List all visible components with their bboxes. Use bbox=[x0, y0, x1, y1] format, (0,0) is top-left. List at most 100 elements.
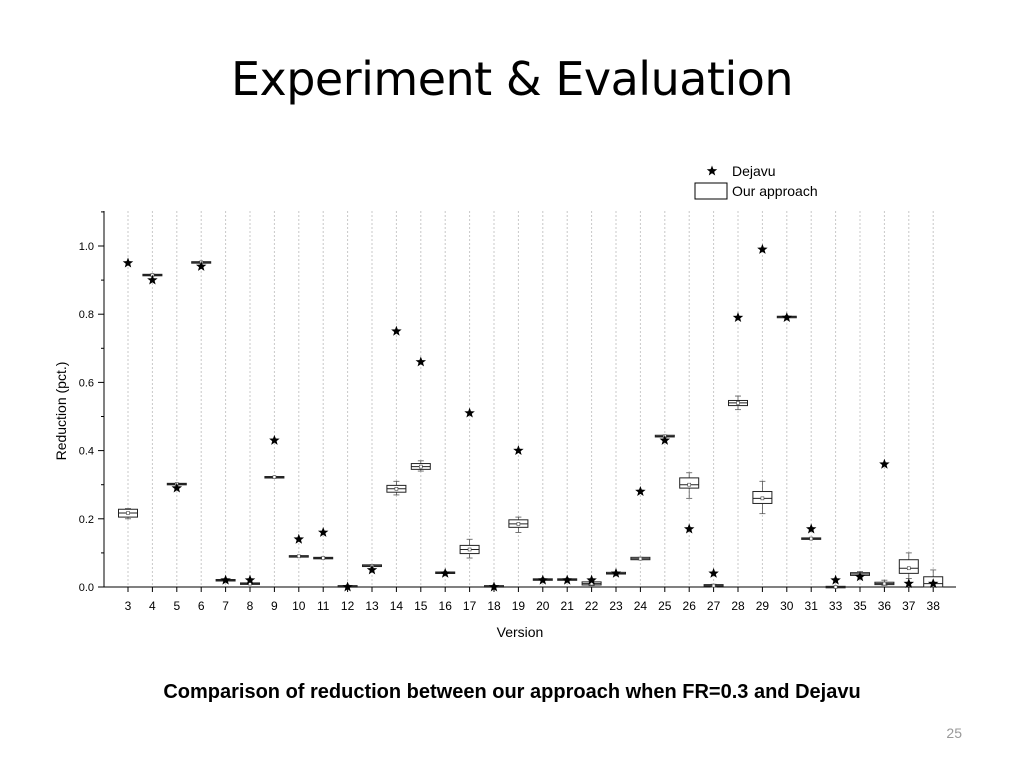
x-tick-label: 35 bbox=[853, 599, 867, 613]
x-tick-label: 21 bbox=[561, 599, 575, 613]
box-14 bbox=[386, 480, 407, 496]
x-tick-label: 22 bbox=[585, 599, 599, 613]
x-tick-label: 20 bbox=[536, 599, 550, 613]
box-mean bbox=[272, 475, 277, 479]
star-16 bbox=[439, 567, 451, 578]
x-tick-label: 33 bbox=[829, 599, 843, 613]
box-mean bbox=[394, 486, 399, 491]
box-mean bbox=[809, 536, 814, 541]
x-tick-label: 17 bbox=[463, 599, 477, 613]
star-35 bbox=[854, 571, 866, 582]
box-mean bbox=[833, 585, 838, 589]
x-tick-label: 19 bbox=[512, 599, 526, 613]
box-mean bbox=[467, 547, 472, 552]
star-18 bbox=[488, 581, 500, 592]
y-tick-label: 0.4 bbox=[79, 446, 94, 458]
box-3 bbox=[118, 508, 138, 520]
y-axis-title: Reduction (pct.) bbox=[53, 362, 69, 461]
star-9 bbox=[269, 434, 280, 445]
box-33 bbox=[825, 585, 846, 589]
x-tick-label: 27 bbox=[707, 599, 721, 613]
x-tick-label: 24 bbox=[634, 599, 648, 613]
star-12 bbox=[342, 581, 353, 592]
box-mean bbox=[687, 482, 692, 487]
x-tick-label: 4 bbox=[149, 599, 156, 613]
x-tick-label: 23 bbox=[609, 599, 623, 613]
box-28 bbox=[728, 395, 748, 411]
box-mean bbox=[760, 496, 765, 501]
star-27 bbox=[708, 567, 719, 578]
star-29 bbox=[757, 243, 768, 254]
x-tick-label: 15 bbox=[414, 599, 428, 613]
star-8 bbox=[244, 574, 256, 585]
box-36 bbox=[874, 579, 895, 586]
legend-star-marker bbox=[706, 165, 718, 176]
x-tick-label: 37 bbox=[902, 599, 916, 613]
x-tick-label: 28 bbox=[731, 599, 745, 613]
x-tick-label: 10 bbox=[292, 599, 306, 613]
reduction-chart: 0.0 0.2 0.4 0.6 0.8 1.0 3 4 5 6 7 8 9 10 11 12 13 14 15 16 1… bbox=[53, 163, 956, 640]
x-axis-title: Version bbox=[497, 624, 544, 640]
legend-label-dejavu: Dejavu bbox=[732, 163, 776, 179]
box-37 bbox=[898, 552, 919, 579]
x-tick-label: 13 bbox=[365, 599, 379, 613]
x-tick-label: 29 bbox=[756, 599, 770, 613]
star-11 bbox=[317, 526, 329, 537]
box-mean bbox=[418, 464, 423, 469]
star-30 bbox=[781, 312, 793, 323]
star-22 bbox=[586, 574, 597, 585]
box-27 bbox=[703, 583, 724, 588]
box-26 bbox=[679, 472, 700, 499]
legend-label-our-approach: Our approach bbox=[732, 183, 818, 199]
x-tick-label: 38 bbox=[927, 599, 941, 613]
box-9 bbox=[264, 475, 285, 479]
box-15 bbox=[410, 460, 431, 472]
chart-caption: Comparison of reduction between our appr… bbox=[163, 681, 861, 703]
box-24 bbox=[630, 556, 651, 561]
y-tick-label: 0.2 bbox=[79, 514, 94, 526]
y-tick-label: 1.0 bbox=[79, 241, 94, 253]
box-mean bbox=[516, 522, 521, 526]
box-mean bbox=[906, 566, 911, 571]
x-tick-label: 36 bbox=[878, 599, 892, 613]
star-13 bbox=[366, 564, 378, 575]
box-mean bbox=[638, 556, 643, 561]
star-20 bbox=[537, 574, 549, 585]
box-17 bbox=[459, 538, 480, 559]
y-tick-label: 0.6 bbox=[79, 377, 94, 389]
star-5 bbox=[171, 482, 183, 493]
star-4 bbox=[147, 274, 158, 285]
box-mean bbox=[296, 554, 301, 559]
box-mean bbox=[321, 556, 326, 560]
star-23 bbox=[610, 567, 622, 578]
y-tick-label: 0.8 bbox=[79, 309, 94, 321]
x-tick-label: 7 bbox=[222, 599, 229, 613]
star-25 bbox=[659, 434, 671, 445]
box-31 bbox=[801, 536, 822, 541]
box-mean bbox=[882, 581, 887, 586]
star-26 bbox=[683, 523, 695, 534]
star-15 bbox=[415, 356, 427, 367]
box-10 bbox=[288, 554, 309, 559]
star-37 bbox=[903, 578, 915, 589]
star-7 bbox=[220, 574, 231, 585]
star-6 bbox=[195, 260, 207, 271]
box-mean bbox=[711, 583, 716, 588]
x-tick-label: 9 bbox=[271, 599, 278, 613]
box-29 bbox=[752, 480, 773, 515]
star-14 bbox=[391, 325, 402, 336]
star-33 bbox=[830, 574, 841, 585]
x-tick-label: 14 bbox=[390, 599, 404, 613]
star-31 bbox=[805, 523, 817, 534]
x-tick-label: 6 bbox=[198, 599, 205, 613]
x-tick-label: 25 bbox=[658, 599, 672, 613]
star-19 bbox=[513, 445, 524, 456]
x-tick-label: 30 bbox=[780, 599, 794, 613]
page-number: 25 bbox=[946, 725, 962, 741]
legend: Dejavu Our approach bbox=[694, 163, 818, 200]
x-tick-label: 18 bbox=[487, 599, 501, 613]
star-28 bbox=[732, 312, 744, 323]
x-tick-label: 16 bbox=[439, 599, 453, 613]
x-tick-label: 11 bbox=[317, 599, 330, 613]
x-tick-label: 3 bbox=[125, 599, 132, 613]
